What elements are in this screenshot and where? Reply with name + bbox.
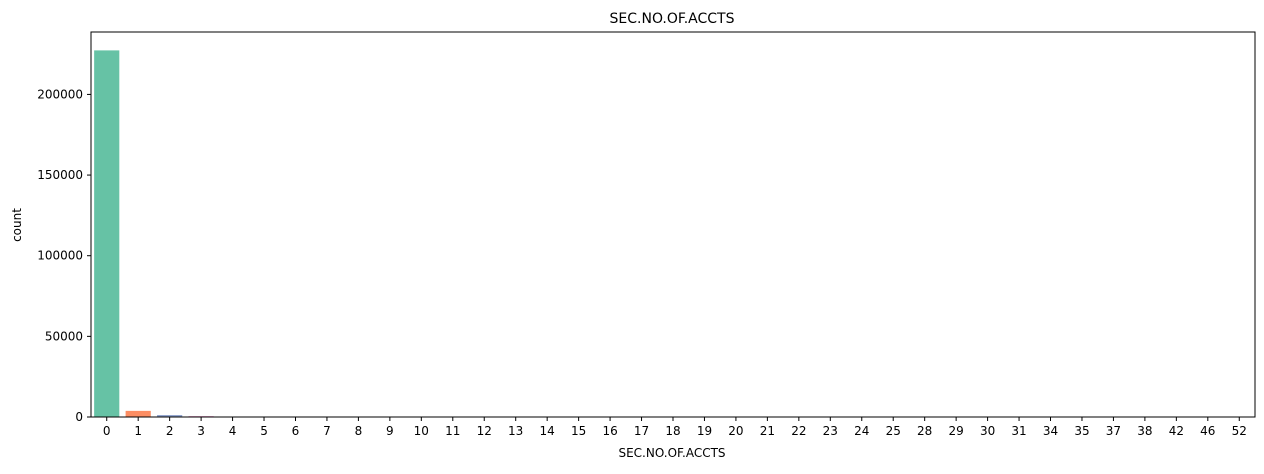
bar-1 xyxy=(126,411,151,417)
x-tick-label: 29 xyxy=(948,424,963,438)
x-tick-label: 14 xyxy=(540,424,555,438)
x-tick-label: 4 xyxy=(229,424,237,438)
y-tick-label: 150000 xyxy=(37,168,83,182)
x-tick-label: 20 xyxy=(728,424,743,438)
x-tick-label: 37 xyxy=(1106,424,1121,438)
x-tick-label: 10 xyxy=(414,424,429,438)
x-tick-label: 16 xyxy=(602,424,617,438)
x-tick-label: 18 xyxy=(665,424,680,438)
x-tick-label: 17 xyxy=(634,424,649,438)
bar-0 xyxy=(94,50,119,417)
x-tick-label: 34 xyxy=(1043,424,1058,438)
x-tick-label: 5 xyxy=(260,424,268,438)
x-tick-label: 46 xyxy=(1200,424,1215,438)
x-tick-label: 28 xyxy=(917,424,932,438)
y-axis-ticks: 0 50000 100000 150000 200000 xyxy=(37,87,91,424)
x-tick-label: 9 xyxy=(386,424,394,438)
x-tick-label: 31 xyxy=(1011,424,1026,438)
x-tick-label: 12 xyxy=(477,424,492,438)
plot-frame xyxy=(91,32,1255,417)
x-tick-label: 42 xyxy=(1169,424,1184,438)
x-tick-label: 23 xyxy=(823,424,838,438)
x-tick-label: 35 xyxy=(1074,424,1089,438)
x-tick-label: 3 xyxy=(197,424,205,438)
x-axis-label: SEC.NO.OF.ACCTS xyxy=(618,446,725,460)
x-tick-label: 2 xyxy=(166,424,174,438)
y-tick-label: 50000 xyxy=(45,329,83,343)
x-tick-label: 19 xyxy=(697,424,712,438)
bars-group xyxy=(94,50,1252,417)
y-axis-label: count xyxy=(10,208,24,242)
y-tick-label: 100000 xyxy=(37,249,83,263)
x-tick-label: 0 xyxy=(103,424,111,438)
x-tick-label: 24 xyxy=(854,424,869,438)
x-tick-label: 6 xyxy=(292,424,300,438)
x-tick-label: 15 xyxy=(571,424,586,438)
x-tick-label: 30 xyxy=(980,424,995,438)
y-tick-label: 0 xyxy=(75,410,83,424)
x-tick-label: 52 xyxy=(1232,424,1247,438)
chart-title: SEC.NO.OF.ACCTS xyxy=(610,11,735,27)
x-tick-label: 8 xyxy=(355,424,363,438)
x-tick-label: 25 xyxy=(886,424,901,438)
x-tick-label: 11 xyxy=(445,424,460,438)
x-tick-label: 21 xyxy=(760,424,775,438)
x-tick-label: 1 xyxy=(134,424,142,438)
x-tick-label: 22 xyxy=(791,424,806,438)
x-tick-label: 38 xyxy=(1137,424,1152,438)
x-tick-label: 13 xyxy=(508,424,523,438)
y-tick-label: 200000 xyxy=(37,87,83,101)
x-tick-label: 7 xyxy=(323,424,331,438)
